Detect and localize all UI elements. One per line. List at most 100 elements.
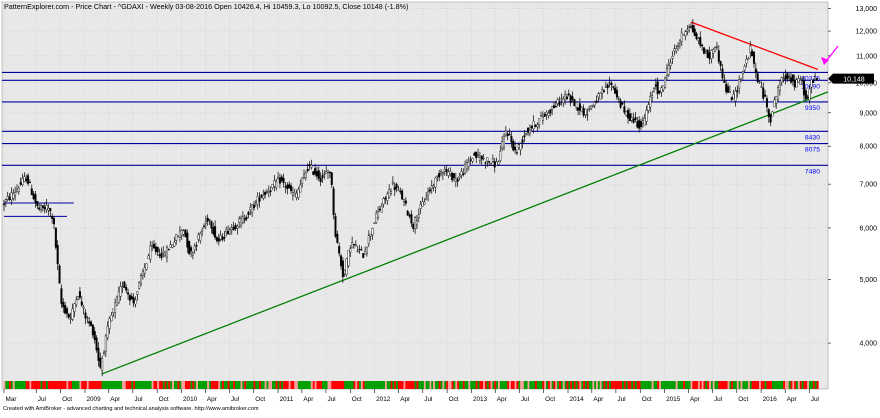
candle-body	[95, 337, 98, 351]
candle-body	[86, 317, 89, 319]
candle-body	[454, 178, 457, 182]
candle-body	[14, 191, 17, 196]
candle-body	[21, 178, 24, 185]
candle-body	[740, 79, 743, 81]
candle-body	[743, 65, 746, 71]
strip-segment	[534, 381, 538, 389]
x-tick-label: Apr	[303, 396, 314, 403]
strip-segment	[49, 381, 52, 389]
strip-segment	[422, 381, 425, 389]
strip-segment	[714, 381, 717, 389]
candle-body	[73, 303, 76, 312]
candle-body	[230, 227, 233, 230]
strip-segment	[233, 381, 236, 389]
candle-body	[621, 102, 624, 105]
strip-segment	[164, 381, 167, 389]
strip-segment	[62, 381, 65, 389]
strip-segment	[249, 381, 252, 389]
strip-segment	[777, 381, 780, 389]
strip-segment	[749, 381, 752, 389]
strip-segment	[340, 381, 343, 389]
candle-body	[78, 291, 81, 298]
candle-body	[771, 111, 774, 117]
x-tick-label: 2014	[570, 396, 585, 403]
candle-body	[34, 194, 37, 203]
candle-body	[240, 218, 243, 226]
candle-body	[217, 238, 220, 242]
strip-segment	[114, 381, 117, 389]
strip-segment	[762, 381, 765, 389]
candle-body	[275, 181, 278, 188]
strip-segment	[222, 381, 225, 389]
strip-segment	[751, 381, 754, 389]
candle-body	[504, 130, 507, 136]
candle-body	[323, 173, 326, 175]
candle-body	[762, 87, 765, 99]
candle-body	[751, 50, 754, 57]
strip-segment	[288, 381, 291, 389]
strip-segment	[509, 381, 512, 389]
strip-segment	[301, 381, 304, 389]
strip-segment	[518, 381, 521, 389]
strip-segment	[610, 381, 613, 389]
candle-body	[790, 77, 793, 83]
strip-segment	[736, 381, 739, 389]
strip-segment	[338, 381, 341, 389]
candle-body	[523, 135, 526, 138]
candle-body	[815, 78, 818, 81]
strip-segment	[270, 381, 273, 389]
candle-body	[728, 91, 731, 93]
candle-body	[678, 40, 681, 44]
candle-body	[527, 127, 530, 133]
x-tick-label: 2011	[280, 396, 294, 403]
candle-body	[615, 89, 618, 98]
strip-segment	[377, 381, 380, 389]
strip-segment	[447, 381, 450, 389]
strip-segment	[520, 381, 523, 389]
strip-segment	[773, 381, 776, 389]
candle-body	[67, 314, 70, 318]
strip-segment	[14, 381, 17, 389]
strip-segment	[560, 381, 563, 389]
candle-body	[634, 117, 637, 120]
strip-segment	[803, 381, 806, 389]
strip-segment	[209, 381, 212, 389]
strip-segment	[490, 381, 493, 389]
trend-strip	[3, 381, 819, 389]
candle-body	[319, 178, 322, 182]
candle-body	[12, 193, 15, 199]
strip-segment	[516, 381, 519, 389]
candle-body	[382, 198, 385, 205]
candle-body	[195, 245, 198, 247]
strip-segment	[433, 381, 436, 389]
candle-body	[573, 99, 576, 107]
strip-segment	[481, 381, 484, 389]
strip-segment	[653, 381, 656, 389]
candle-body	[395, 183, 398, 189]
candle-body	[586, 114, 589, 116]
candle-body	[417, 214, 420, 218]
strip-segment	[399, 381, 402, 389]
candle-body	[330, 172, 333, 185]
candle-body	[317, 170, 320, 179]
strip-segment	[549, 381, 552, 389]
candle-body	[114, 302, 117, 314]
strip-segment	[153, 381, 156, 389]
strip-segment	[310, 381, 313, 389]
candle-body	[60, 288, 63, 304]
strip-segment	[160, 381, 163, 389]
candle-body	[45, 204, 48, 211]
strip-segment	[144, 381, 147, 389]
strip-segment	[783, 381, 786, 389]
candle-body	[767, 109, 770, 118]
strip-segment	[236, 381, 239, 389]
x-tick-label: Apr	[400, 396, 411, 403]
candle-body	[8, 196, 11, 201]
candle-body	[165, 247, 168, 258]
strip-segment	[760, 381, 763, 389]
strip-segment	[347, 381, 350, 389]
candle-body	[271, 184, 274, 189]
candle-body	[738, 79, 741, 89]
candle-body	[536, 124, 539, 128]
candle-body	[651, 95, 654, 98]
